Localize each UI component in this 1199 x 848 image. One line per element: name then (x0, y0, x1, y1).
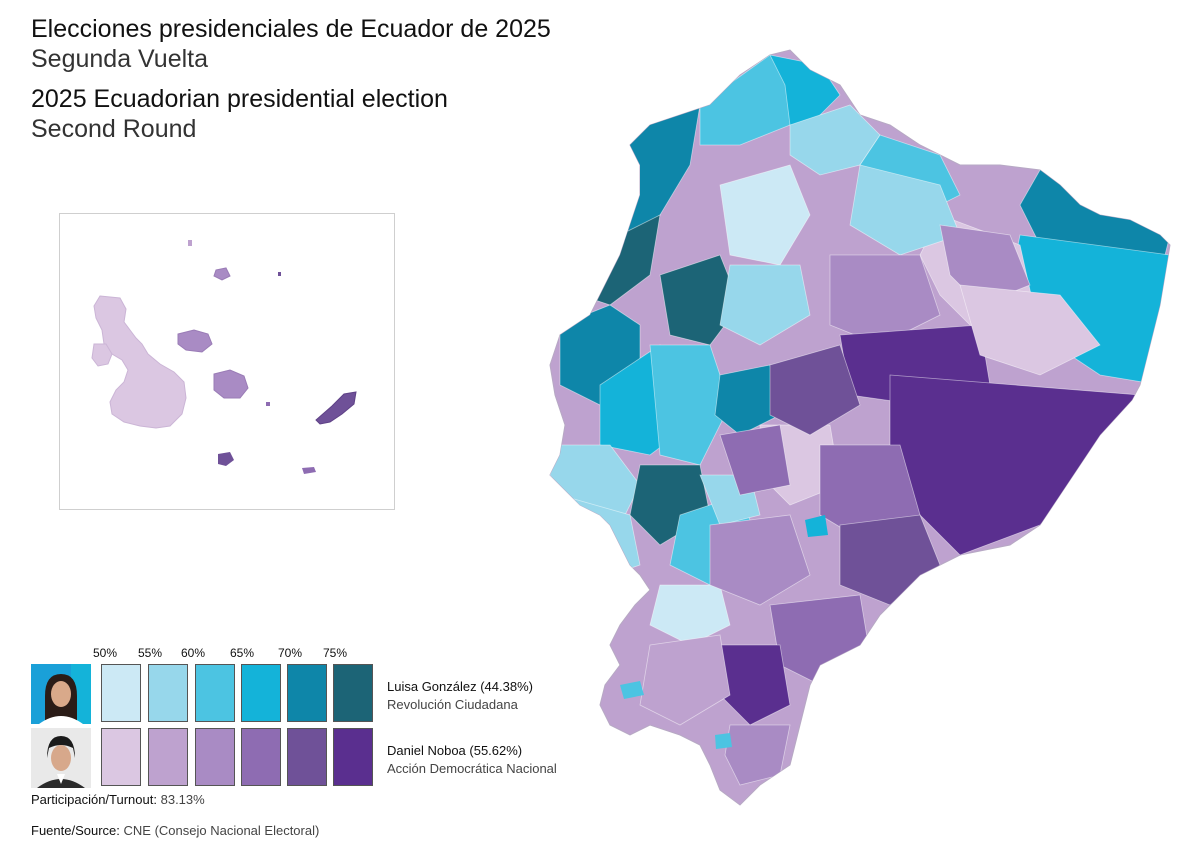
ecuador-mainland-svg (549, 49, 1171, 806)
legend-row-gonzalez: Luisa González (44.38%) Revolución Ciuda… (31, 664, 591, 724)
title-english: 2025 Ecuadorian presidential election (31, 85, 448, 113)
legend-swatch-noboa-50 (101, 728, 141, 786)
region-loja-south (724, 724, 791, 786)
region-morona-accent (805, 515, 828, 537)
legend-tick: 65% (229, 646, 255, 660)
region-pichincha (719, 164, 811, 266)
region-zamora-accent (715, 733, 732, 749)
legend-swatch-noboa-60 (195, 728, 235, 786)
region-orellana-light (959, 284, 1101, 376)
legend-swatch-noboa-55 (148, 728, 188, 786)
title-block: Elecciones presidenciales de Ecuador de … (31, 14, 551, 144)
mainland-map (540, 45, 1190, 835)
region-tungurahua (769, 344, 861, 436)
legend-swatch-gonzalez-65 (241, 664, 281, 722)
region-los-rios (649, 344, 731, 466)
island-santiago (177, 329, 213, 353)
region-azuay (709, 514, 811, 606)
candidate-gonzalez: Luisa González (44.38%) Revolución Ciuda… (387, 678, 533, 714)
island-genovesa (278, 272, 281, 276)
island-pinta (188, 240, 192, 246)
candidate-noboa: Daniel Noboa (55.62%) Acción Democrática… (387, 742, 557, 778)
region-napo-light (849, 164, 961, 256)
legend-tick: 70% (277, 646, 303, 660)
turnout: Participación/Turnout: 83.13% (31, 792, 205, 807)
legend-swatch-noboa-75 (333, 728, 373, 786)
title-spanish: Elecciones presidenciales de Ecuador de … (31, 15, 551, 43)
island-santa-fe (266, 402, 270, 406)
legend-swatch-gonzalez-50 (101, 664, 141, 722)
legend-swatch-gonzalez-55 (148, 664, 188, 722)
legend-swatch-noboa-70 (287, 728, 327, 786)
source-label: Fuente/Source: (31, 823, 120, 838)
galapagos-inset (59, 213, 395, 510)
island-marchena (213, 267, 231, 281)
turnout-label: Participación/Turnout: (31, 792, 157, 807)
candidate-party: Revolución Ciudadana (387, 697, 518, 712)
luisa-gonzalez-portrait (31, 664, 91, 724)
legend-swatch-gonzalez-70 (287, 664, 327, 722)
legend-swatch-noboa-65 (241, 728, 281, 786)
island-espanola (302, 467, 316, 474)
region-chimborazo (719, 424, 791, 496)
legend: 50% 55% 60% 65% 70% 75% Luisa González (… (31, 640, 591, 840)
legend-row-noboa: Daniel Noboa (55.62%) Acción Democrática… (31, 728, 591, 788)
candidate-party: Acción Democrática Nacional (387, 761, 557, 776)
legend-tick: 75% (322, 646, 348, 660)
legend-ticks: 50% 55% 60% 65% 70% 75% (93, 646, 393, 662)
island-santa-cruz (213, 369, 249, 399)
legend-tick: 60% (180, 646, 206, 660)
legend-swatch-gonzalez-60 (195, 664, 235, 722)
legend-swatch-gonzalez-75 (333, 664, 373, 722)
daniel-noboa-portrait (31, 728, 91, 788)
source: Fuente/Source: CNE (Consejo Nacional Ele… (31, 823, 319, 838)
source-value: CNE (Consejo Nacional Electoral) (123, 823, 320, 838)
candidate-name: Luisa González (44.38%) (387, 679, 533, 694)
legend-tick: 50% (92, 646, 118, 660)
region-cotopaxi (719, 264, 811, 346)
galapagos-map (91, 240, 357, 474)
subtitle-spanish: Segunda Vuelta (31, 45, 209, 73)
turnout-value: 83.13% (160, 792, 205, 807)
region-loja-west-accent (620, 681, 644, 699)
island-fernandina (91, 343, 113, 367)
island-floreana (218, 452, 234, 466)
island-san-cristobal (315, 391, 357, 425)
candidate-name: Daniel Noboa (55.62%) (387, 743, 523, 758)
legend-tick: 55% (137, 646, 163, 660)
subtitle-english: Second Round (31, 115, 197, 143)
